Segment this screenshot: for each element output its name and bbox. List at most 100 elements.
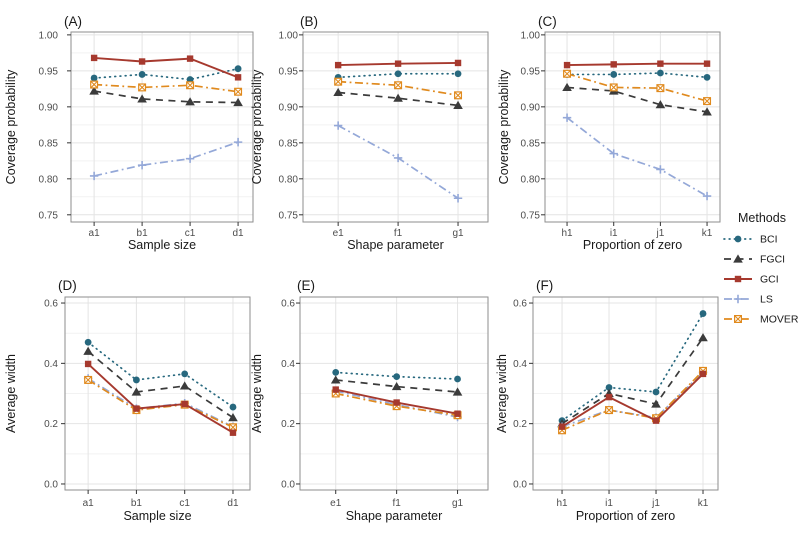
triangle-icon [179, 381, 190, 390]
triangle-icon [333, 87, 343, 97]
plus-icon [562, 113, 572, 122]
y-tick-label: 0.95 [521, 66, 541, 77]
plus-icon [185, 154, 195, 163]
plus-icon [137, 160, 147, 170]
y-tick-label: 0.0 [44, 479, 58, 490]
y-tick-label: 0.80 [521, 174, 541, 185]
gridlines [65, 297, 250, 490]
square-icon [181, 400, 188, 408]
y-tick-label: 0.2 [513, 419, 527, 430]
circle-icon [656, 69, 664, 77]
square-x-icon [234, 87, 243, 96]
triangle-icon [228, 413, 238, 422]
x-tick-label: a1 [83, 498, 95, 509]
y-axis-title: Coverage probability [4, 69, 18, 184]
circle-icon [138, 71, 146, 78]
x-axis: e1 f1 g1 [333, 222, 464, 239]
circle-icon [703, 73, 711, 81]
square-icon [610, 61, 617, 68]
y-tick-label: 0.75 [279, 210, 299, 221]
panel-border [302, 31, 489, 223]
square-icon [657, 60, 664, 67]
circle-icon [229, 403, 237, 411]
series-GCI [558, 370, 707, 430]
y-axis: 0.6 0.4 0.2 0.0 [281, 299, 300, 490]
panel-border [70, 31, 254, 223]
square-x-icon [138, 83, 147, 92]
panel-C: 1.00 0.95 0.90 0.85 0.80 0.75 h1 i1 j1 k1 Coverage… [497, 14, 721, 252]
y-tick-label: 0.80 [39, 174, 59, 185]
series-BCI [90, 65, 242, 83]
triangle-icon [562, 82, 572, 92]
y-tick-label: 0.90 [39, 102, 59, 113]
x-tick-label: e1 [330, 498, 342, 509]
x-tick-label: i1 [610, 228, 618, 239]
triangle-icon [131, 387, 142, 396]
series-FGCI [89, 86, 243, 107]
legend: Methods BCI FGCI GCI LS MOVER [723, 211, 799, 326]
triangle-icon [391, 381, 402, 391]
x-axis-title: Sample size [123, 509, 191, 523]
y-tick-label: 0.85 [521, 138, 541, 149]
square-icon [234, 74, 242, 81]
triangle-icon [185, 97, 195, 106]
panel-label: (C) [538, 14, 557, 29]
plus-icon [453, 194, 463, 203]
square-x-icon [733, 315, 742, 324]
square-x-icon [656, 84, 665, 93]
y-tick-label: 0.6 [44, 299, 58, 310]
x-tick-label: j1 [655, 228, 664, 239]
panel-label: (D) [58, 278, 77, 293]
triangle-icon [733, 254, 743, 263]
series-BCI [84, 338, 237, 411]
series-GCI [563, 60, 711, 69]
plot-area [71, 32, 253, 222]
panel-label: (B) [300, 14, 318, 29]
panel-E: 0.6 0.4 0.2 0.0 e1 f1 g1 Average width Shape par… [250, 278, 489, 523]
panel-label: (A) [64, 14, 82, 29]
x-axis: a1 b1 c1 d1 [89, 222, 245, 239]
x-tick-label: f1 [392, 498, 401, 509]
square-icon [734, 275, 742, 283]
x-axis-title: Proportion of zero [576, 509, 675, 523]
y-tick-label: 0.75 [39, 210, 59, 221]
square-icon [605, 393, 613, 401]
square-icon [558, 423, 566, 430]
circle-icon [90, 74, 98, 82]
panel-D: 0.6 0.4 0.2 0.0 a1 b1 c1 d1 Average width Sample … [4, 278, 251, 523]
square-icon [332, 386, 339, 393]
y-tick-label: 1.00 [279, 30, 299, 41]
x-tick-label: h1 [561, 228, 573, 239]
panel-B: 1.00 0.95 0.90 0.85 0.80 0.75 e1 f1 g1 Coverage p… [250, 14, 489, 252]
x-tick-label: c1 [185, 228, 196, 239]
x-tick-label: d1 [233, 228, 245, 239]
x-tick-label: f1 [394, 228, 403, 239]
square-icon [703, 60, 711, 67]
x-tick-label: h1 [556, 498, 568, 509]
series-LS [89, 137, 243, 181]
square-icon [454, 59, 462, 67]
legend-item-BCI: BCI [723, 234, 778, 246]
triangle-icon [702, 107, 712, 116]
series-FGCI [83, 346, 238, 422]
y-tick-label: 0.85 [39, 138, 59, 149]
x-tick-label: g1 [452, 498, 464, 509]
legend-item-FGCI: FGCI [724, 254, 785, 266]
circle-icon [84, 338, 92, 346]
panel-label: (F) [536, 278, 553, 293]
triangle-icon [393, 93, 403, 102]
series-FGCI [333, 87, 463, 110]
series-GCI [334, 59, 462, 69]
legend-item-LS: LS [724, 294, 773, 306]
square-icon [84, 360, 92, 368]
square-icon [394, 60, 402, 67]
y-tick-label: 0.75 [521, 210, 541, 221]
circle-icon [610, 71, 618, 78]
square-icon [90, 54, 98, 62]
plot-area [545, 32, 720, 222]
legend-item-GCI: GCI [724, 274, 779, 286]
legend-item-label: FGCI [760, 254, 785, 266]
square-x-icon [605, 406, 614, 415]
square-x-icon [609, 83, 618, 92]
